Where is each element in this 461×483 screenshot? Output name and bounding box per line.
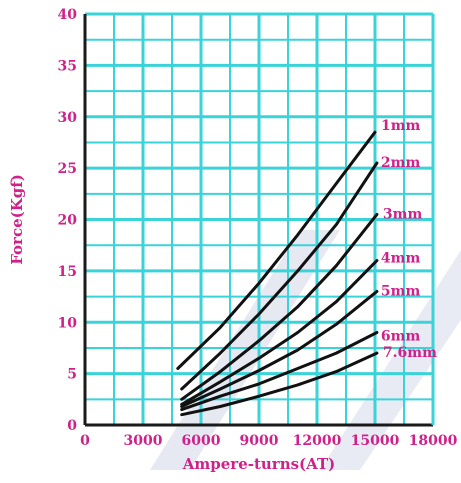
series-label: 6mm <box>381 329 421 345</box>
series-line-7-6mm <box>180 351 379 417</box>
series-line-2mm <box>180 161 379 391</box>
y-tick-label: 35 <box>58 58 77 74</box>
series-label: 1mm <box>381 118 421 134</box>
series-label: 3mm <box>383 206 423 222</box>
series-line-6mm <box>180 331 379 412</box>
y-tick-label: 10 <box>58 315 78 331</box>
y-axis-title: Force(Kgf) <box>8 174 26 265</box>
y-tick-label: 5 <box>67 367 77 383</box>
series-label: 2mm <box>381 155 421 171</box>
series-line-4mm <box>180 259 379 406</box>
x-tick-label: 9000 <box>240 433 279 449</box>
x-tick-label: 12000 <box>293 433 342 449</box>
series-lines <box>176 130 379 417</box>
y-tick-label: 40 <box>58 7 78 23</box>
y-tick-label: 25 <box>58 161 77 177</box>
x-tick-label: 6000 <box>182 433 221 449</box>
axes <box>83 14 435 427</box>
y-tick-label: 30 <box>58 110 78 126</box>
series-line-3mm <box>180 212 379 401</box>
x-axis-title: Ampere-turns(AT) <box>182 455 335 473</box>
series-label: 4mm <box>381 251 421 267</box>
x-tick-label: 3000 <box>124 433 163 449</box>
y-tick-label: 20 <box>58 213 78 229</box>
y-tick-label: 15 <box>58 264 77 280</box>
x-tick-label: 18000 <box>409 433 458 449</box>
series-label: 7.6mm <box>383 345 437 361</box>
watermark-shape <box>320 250 461 470</box>
grid <box>83 12 435 427</box>
series-label: 5mm <box>381 283 421 299</box>
series-line-5mm <box>180 289 379 408</box>
tick-labels: 0 3000 6000 9000 12000 15000 18000 0 5 10 15 20 25 30… <box>58 7 458 449</box>
series-line-1mm <box>176 130 377 370</box>
x-tick-label: 0 <box>80 433 90 449</box>
x-tick-label: 15000 <box>351 433 400 449</box>
y-tick-label: 0 <box>67 418 77 434</box>
